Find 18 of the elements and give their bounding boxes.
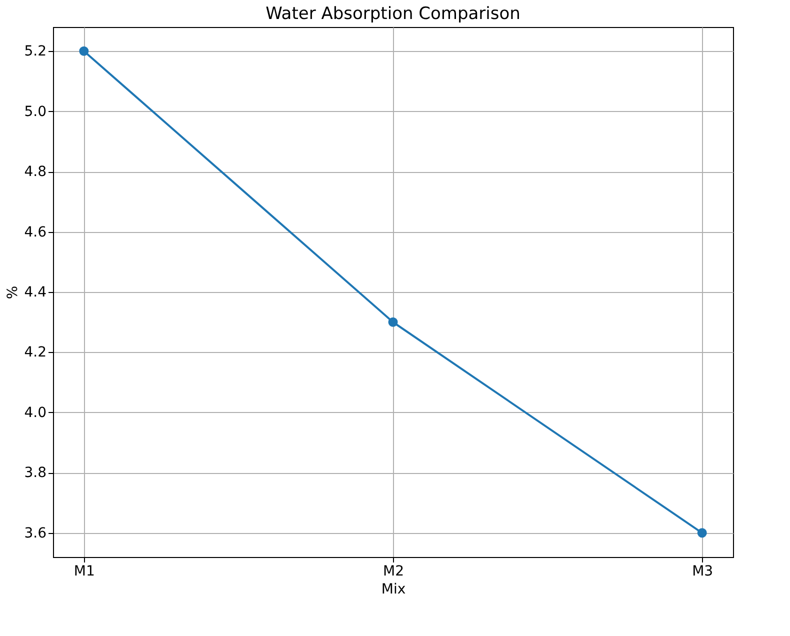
chart-title: Water Absorption Comparison — [266, 4, 520, 24]
y-tick-label: 3.6 — [24, 525, 47, 542]
point — [388, 317, 398, 327]
y-tick-label: 4.0 — [24, 404, 46, 421]
x-tick-label: M3 — [692, 564, 714, 580]
point — [79, 46, 89, 56]
y-tick-label: 4.2 — [24, 344, 46, 361]
y-tick-label: 4.8 — [24, 164, 46, 180]
point — [697, 528, 707, 538]
y-tick-label: 3.8 — [24, 465, 46, 482]
x-tick-label: M2 — [383, 564, 404, 580]
y-tick-label: 4.4 — [24, 284, 47, 300]
x-axis-title: Mix — [381, 582, 406, 598]
y-tick-label: 5.2 — [24, 44, 46, 60]
y-tick-label: 4.6 — [24, 224, 47, 240]
y-tick-label: 5.0 — [24, 104, 46, 120]
y-axis-title: % — [5, 286, 22, 300]
x-tick-label: M1 — [74, 564, 95, 580]
